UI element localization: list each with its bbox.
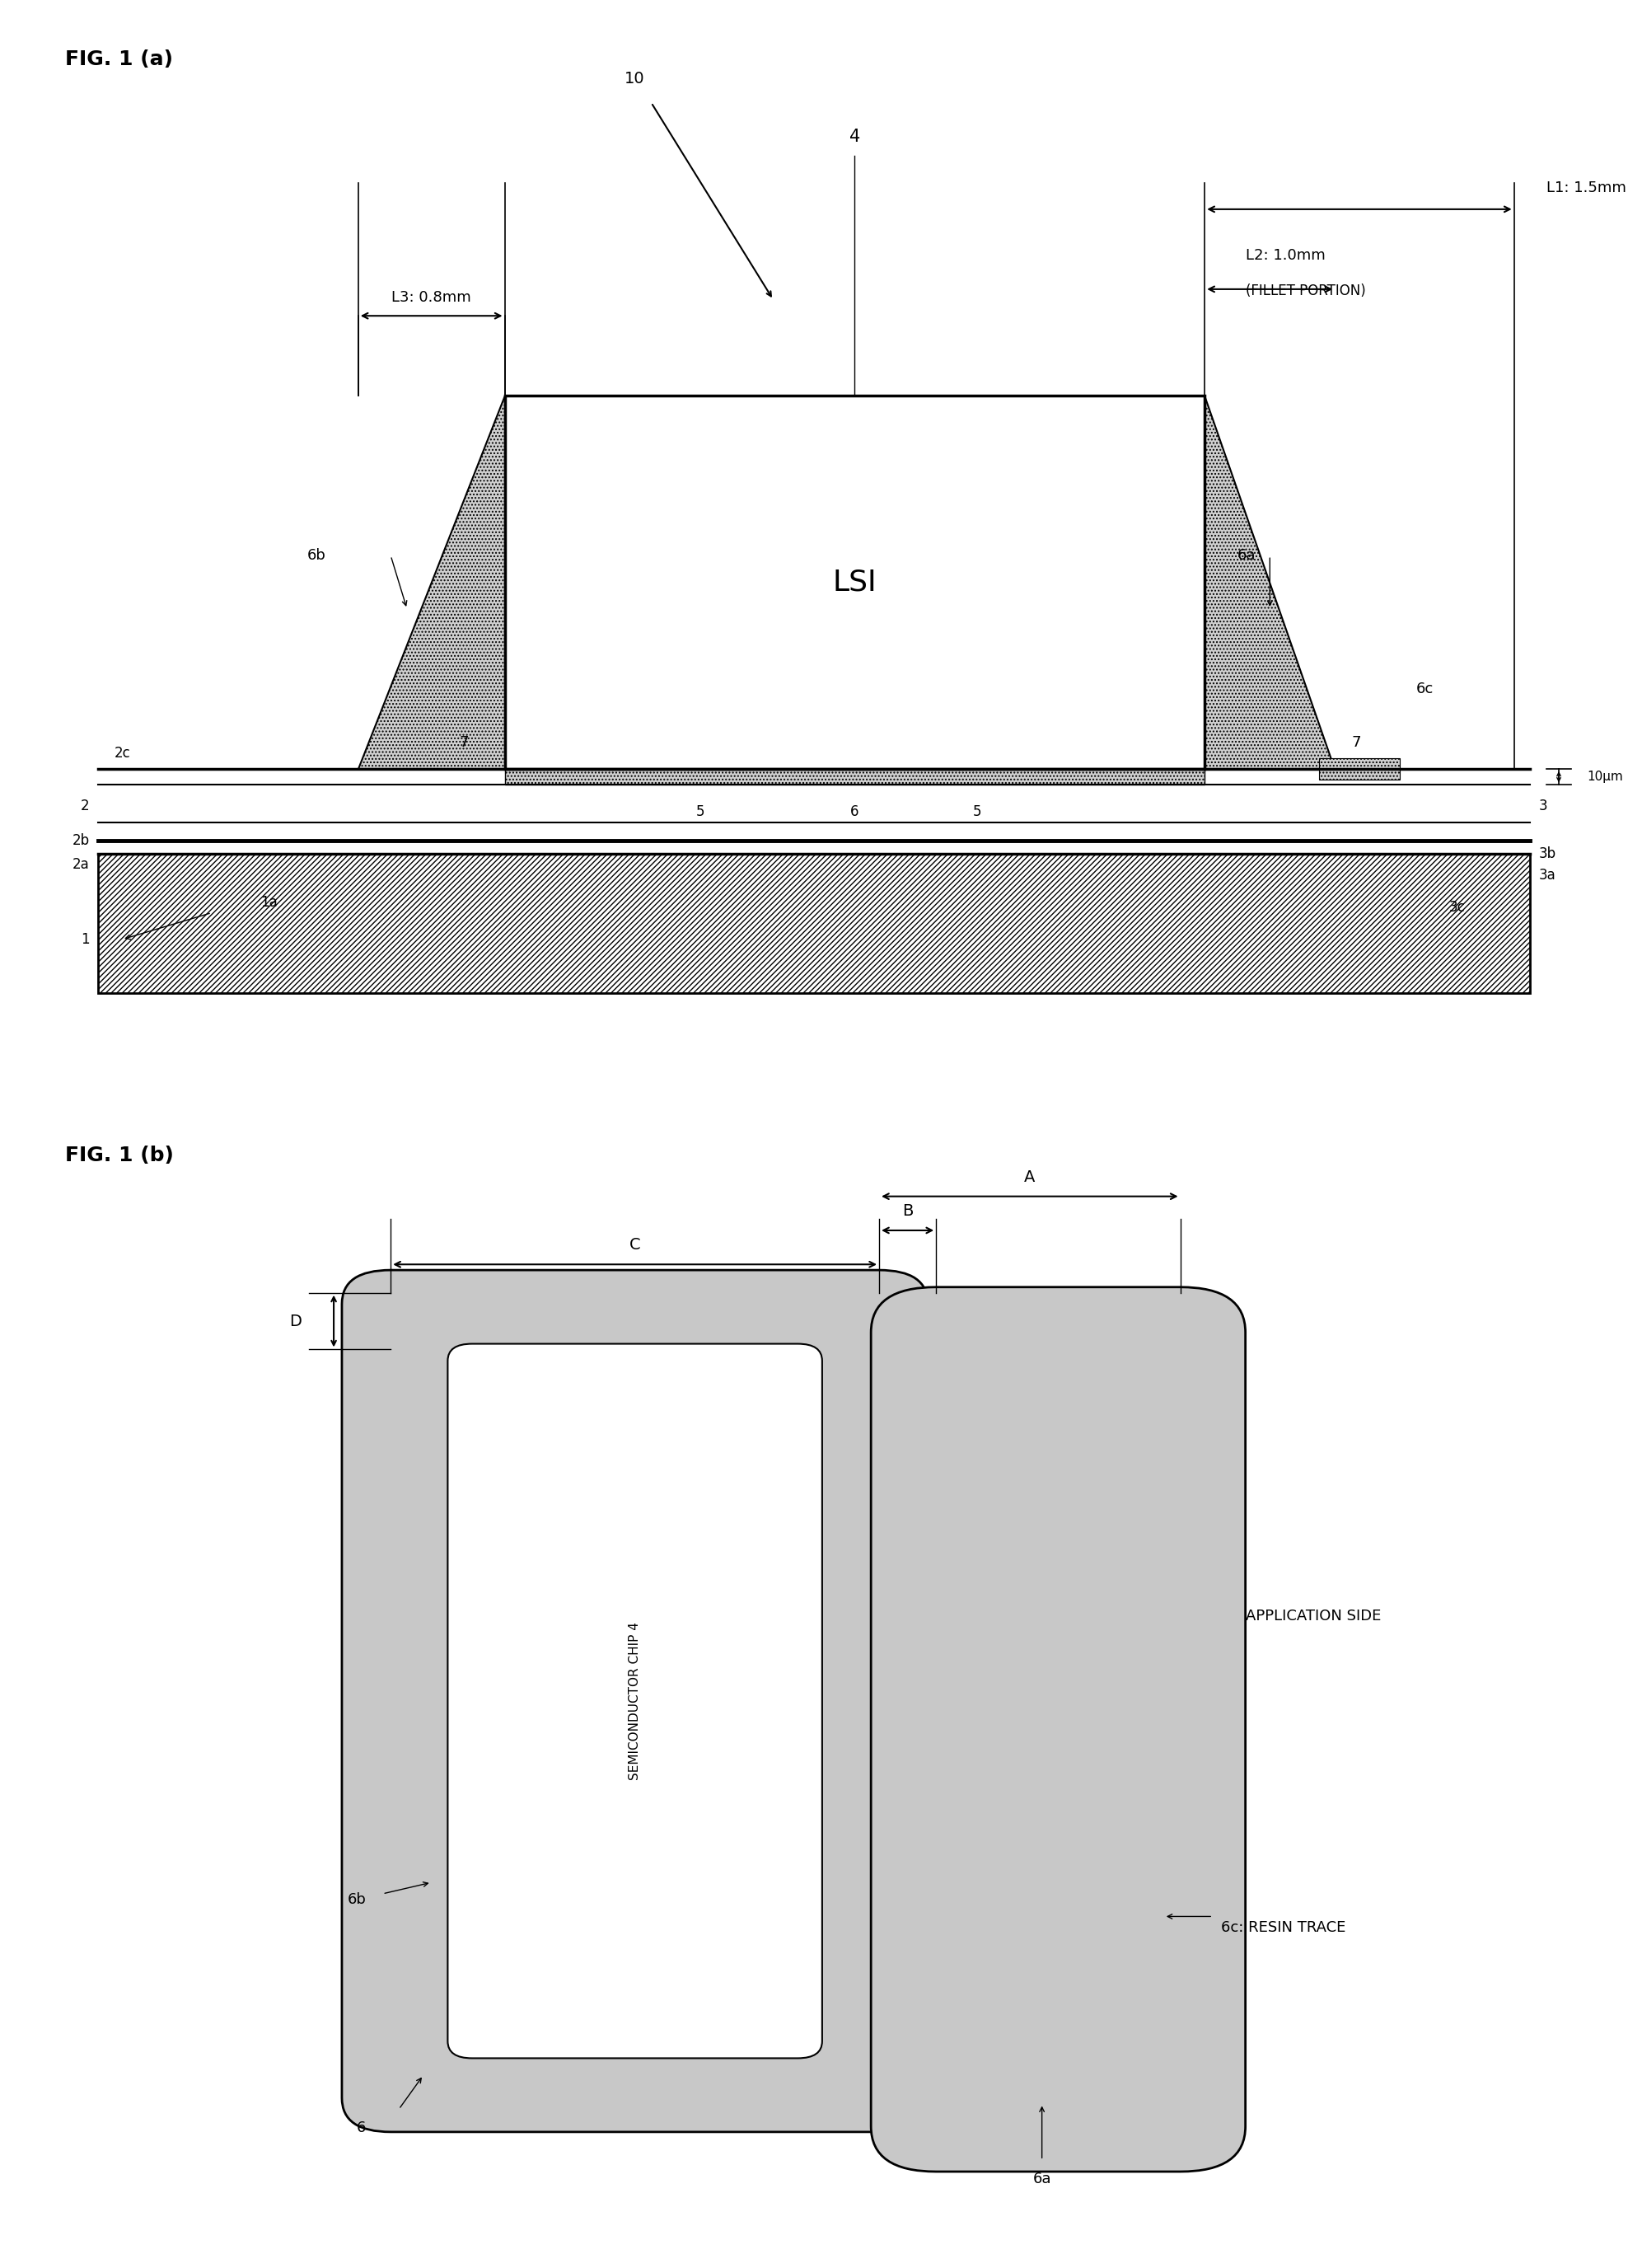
Text: A: A <box>1024 1170 1035 1184</box>
Text: B: B <box>902 1204 913 1220</box>
Text: APPLICATION SIDE: APPLICATION SIDE <box>1245 1608 1381 1624</box>
Text: 2a: 2a <box>72 857 90 873</box>
Text: 1: 1 <box>81 932 90 946</box>
Polygon shape <box>98 769 1530 855</box>
Text: FIG. 1 (b): FIG. 1 (b) <box>65 1145 174 1166</box>
Text: 2: 2 <box>81 798 90 814</box>
Polygon shape <box>358 397 505 769</box>
Text: SEMICONDUCTOR CHIP 4: SEMICONDUCTOR CHIP 4 <box>628 1622 641 1780</box>
FancyBboxPatch shape <box>342 1270 928 2132</box>
Text: 3b: 3b <box>1538 846 1556 862</box>
Text: 5: 5 <box>972 805 982 819</box>
Text: 7: 7 <box>1351 735 1361 751</box>
FancyBboxPatch shape <box>448 1343 822 2059</box>
Text: 5: 5 <box>695 805 705 819</box>
Text: 2c: 2c <box>114 746 130 760</box>
Text: 6c: 6c <box>1416 680 1434 696</box>
Text: L2: 1.0mm: L2: 1.0mm <box>1245 247 1325 263</box>
Polygon shape <box>505 753 1205 785</box>
Text: L1: 1.5mm: L1: 1.5mm <box>1547 181 1626 195</box>
Polygon shape <box>1319 758 1400 780</box>
Text: C: C <box>630 1238 640 1252</box>
Text: 10: 10 <box>625 70 645 86</box>
Text: D: D <box>288 1313 301 1329</box>
Text: 7: 7 <box>459 735 469 751</box>
Text: 1a: 1a <box>260 894 278 909</box>
Polygon shape <box>1205 397 1335 769</box>
FancyBboxPatch shape <box>871 1288 1245 2173</box>
Polygon shape <box>505 397 1205 769</box>
Text: 6: 6 <box>850 805 860 819</box>
Text: 2b: 2b <box>72 832 90 848</box>
Text: 6b: 6b <box>347 1892 366 1907</box>
Text: 6: 6 <box>357 2121 366 2136</box>
Polygon shape <box>98 855 1530 993</box>
Text: L3: 0.8mm: L3: 0.8mm <box>392 290 470 306</box>
Text: 10μm: 10μm <box>1587 771 1623 782</box>
Text: LSI: LSI <box>832 569 877 596</box>
Text: 3c: 3c <box>1449 900 1465 914</box>
Text: 3a: 3a <box>1538 869 1556 882</box>
Text: 6c: RESIN TRACE: 6c: RESIN TRACE <box>1221 1921 1346 1935</box>
Text: 6a: 6a <box>1237 549 1255 562</box>
Text: 3: 3 <box>1538 798 1547 814</box>
Text: FIG. 1 (a): FIG. 1 (a) <box>65 50 173 68</box>
Text: (FILLET PORTION): (FILLET PORTION) <box>1245 284 1366 299</box>
Text: 6b: 6b <box>306 549 326 562</box>
Text: 6a: 6a <box>1032 2173 1052 2186</box>
Text: 4: 4 <box>850 129 860 145</box>
